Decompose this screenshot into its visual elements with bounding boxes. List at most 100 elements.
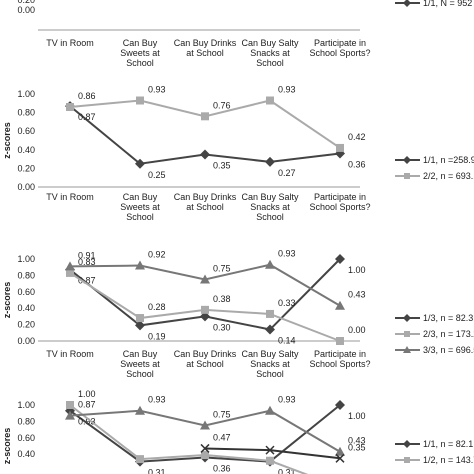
data-label: 1.00 <box>348 265 366 275</box>
data-point-x <box>265 445 275 455</box>
y-tick-label: 0.80 <box>17 270 35 280</box>
data-label: 0.30 <box>213 322 231 332</box>
data-point-triangle <box>265 259 275 269</box>
data-point-diamond <box>335 254 345 264</box>
category-label: Can Buy Salty Snacks at School <box>241 38 299 68</box>
data-label: 0.43 <box>348 290 366 300</box>
data-point-triangle <box>335 300 345 310</box>
data-label: 0.14 <box>278 336 296 346</box>
category-label: Participate in School Sports? <box>309 38 370 58</box>
y-tick-label: 0.20 <box>17 163 35 173</box>
data-point-diamond <box>200 311 210 322</box>
series-line <box>69 99 341 149</box>
data-label: 0.31 <box>278 468 296 474</box>
data-label: 0.33 <box>278 298 296 308</box>
y-tick-label: 0.40 <box>17 303 35 313</box>
data-point-triangle <box>65 410 75 420</box>
data-point-triangle <box>200 420 210 430</box>
data-label: 0.91 <box>78 250 96 260</box>
data-point-triangle <box>65 261 75 271</box>
legend-marker <box>404 457 410 463</box>
data-label: 0.92 <box>148 250 166 260</box>
data-point-square <box>266 96 274 105</box>
data-label: 1.00 <box>348 411 366 421</box>
legend-marker <box>404 331 410 337</box>
category-label: Can Buy Sweets at School <box>120 192 160 222</box>
category-label: Can Buy Drinks at School <box>174 349 237 369</box>
y-tick-label: 0.00 <box>17 5 35 15</box>
data-label: 0.93 <box>278 85 296 95</box>
data-label: 0.27 <box>278 168 296 178</box>
legend-marker <box>404 173 410 179</box>
data-point-triangle <box>335 446 345 456</box>
data-label: 0.93 <box>278 395 296 405</box>
data-label: 0.87 <box>78 400 96 410</box>
y-tick-label: 0.60 <box>17 433 35 443</box>
data-label: 0.75 <box>213 410 231 420</box>
legend-label: 1/2, n = 143.7 <box>423 455 474 465</box>
data-label: 0.25 <box>148 170 166 180</box>
category-label: TV in Room <box>46 192 94 202</box>
data-point-square <box>136 455 144 464</box>
data-point-x <box>200 443 210 453</box>
data-label: 0.43 <box>348 436 366 446</box>
category-label: Can Buy Drinks at School <box>174 38 237 58</box>
data-point-triangle <box>135 405 145 415</box>
data-point-square <box>266 456 274 465</box>
y-tick-label: 1.00 <box>17 89 35 99</box>
category-label: Participate in School Sports? <box>309 192 370 212</box>
data-label: 1.00 <box>78 389 96 399</box>
data-point-diamond <box>265 156 275 167</box>
data-point-square <box>66 401 74 409</box>
category-label: Can Buy Sweets at School <box>120 38 160 68</box>
data-point-triangle <box>265 405 275 415</box>
data-point-triangle <box>135 260 145 270</box>
data-label: 0.42 <box>348 132 366 142</box>
legend-marker <box>403 440 411 448</box>
data-point-diamond <box>200 149 210 160</box>
y-tick-label: 0.20 <box>17 0 35 5</box>
data-point-square <box>336 143 344 152</box>
y-axis-label: z-scores <box>2 428 12 465</box>
legend-label: 1/1, N = 952 <box>423 0 472 8</box>
y-axis-label: z-scores <box>2 282 12 319</box>
data-label: 0.47 <box>213 432 231 442</box>
category-label: Can Buy Drinks at School <box>174 192 237 212</box>
legend-marker <box>403 156 411 164</box>
y-tick-label: 0.60 <box>17 126 35 136</box>
y-tick-label: 0.40 <box>17 145 35 155</box>
legend-label: 1/1, n =258.9 <box>423 155 474 165</box>
data-point-square <box>266 309 274 318</box>
category-label: Participate in School Sports? <box>309 349 370 369</box>
data-label: 0.00 <box>348 325 366 335</box>
category-label: Can Buy Salty Snacks at School <box>241 192 299 222</box>
y-tick-label: 0.60 <box>17 287 35 297</box>
data-label: 0.35 <box>213 160 231 170</box>
data-label: 0.93 <box>148 395 166 405</box>
data-label: 0.87 <box>78 276 96 286</box>
data-label: 0.87 <box>78 112 96 122</box>
data-point-diamond <box>135 320 145 331</box>
data-label: 0.75 <box>213 264 231 274</box>
data-point-diamond <box>265 324 275 335</box>
y-tick-label: 1.00 <box>17 254 35 264</box>
y-tick-label: 0.40 <box>17 449 35 459</box>
data-label: 0.31 <box>148 468 166 474</box>
legend-label: 2/3, n = 173.2 <box>423 329 474 339</box>
category-label: TV in Room <box>46 38 94 48</box>
y-tick-label: 0.80 <box>17 416 35 426</box>
legend-marker <box>403 0 411 7</box>
category-label: Can Buy Salty Snacks at School <box>241 349 299 379</box>
data-label: 0.76 <box>213 100 231 110</box>
data-label: 0.93 <box>278 249 296 259</box>
data-label: 0.93 <box>148 85 166 95</box>
data-point-diamond <box>135 158 145 169</box>
data-point-square <box>66 103 74 112</box>
data-point-triangle <box>200 274 210 284</box>
data-label: 0.86 <box>78 91 96 101</box>
y-axis-label: z-scores <box>2 122 12 159</box>
data-label: 0.36 <box>213 463 231 473</box>
legend-label: 1/1, n = 82.1 <box>423 439 473 449</box>
data-label: 0.83 <box>78 257 96 267</box>
